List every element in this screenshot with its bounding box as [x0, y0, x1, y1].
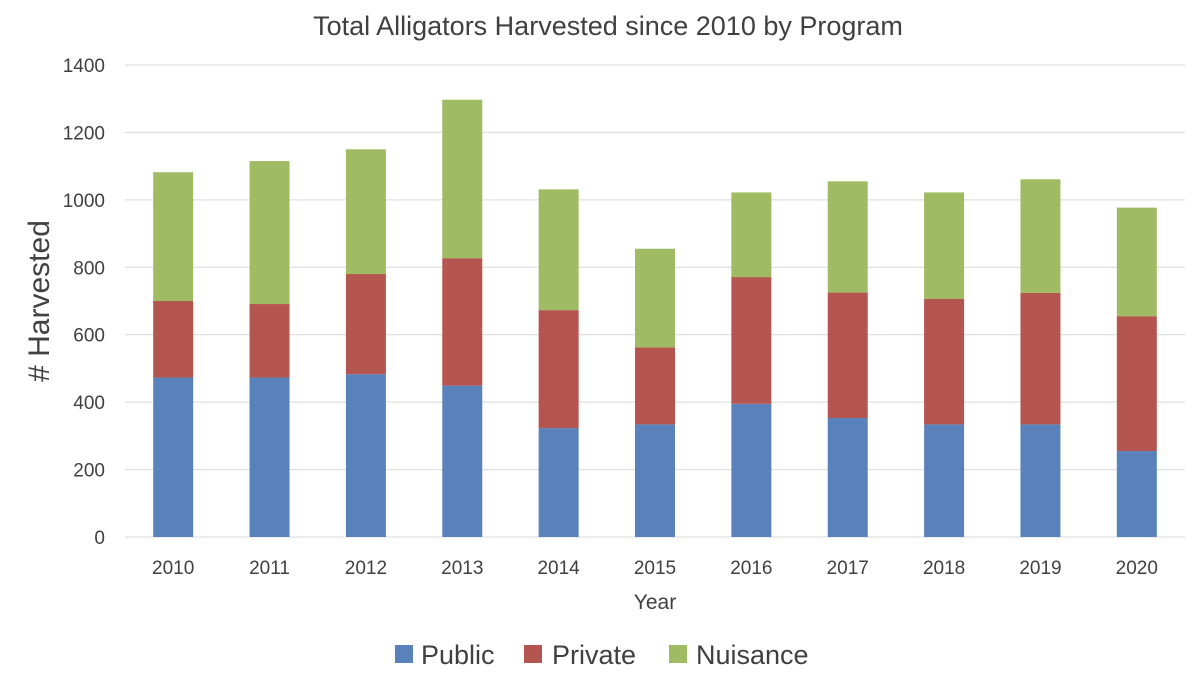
legend-item-private: Private [524, 640, 636, 670]
bar-nuisance-2012 [345, 149, 386, 275]
x-tick-label: 2015 [634, 558, 676, 579]
x-tick-label: 2020 [1116, 558, 1158, 579]
bar-private-2013 [442, 258, 483, 386]
x-tick-label: 2014 [537, 558, 580, 579]
bar-public-2010 [153, 377, 194, 537]
y-axis-label: # Harvested [23, 220, 56, 382]
bar-private-2011 [249, 304, 290, 378]
bar-public-2016 [731, 403, 772, 537]
bar-nuisance-2018 [924, 192, 965, 299]
bar-public-2012 [345, 374, 386, 537]
bar-public-2020 [1116, 451, 1157, 537]
bar-public-2018 [924, 424, 965, 537]
y-tick-label: 400 [73, 393, 105, 414]
chart-title: Total Alligators Harvested since 2010 by… [313, 11, 903, 41]
x-axis-label: Year [634, 591, 676, 614]
x-tick-label: 2011 [249, 558, 290, 579]
bar-public-2019 [1020, 424, 1061, 537]
bar-private-2017 [827, 292, 868, 418]
bar-public-2017 [827, 417, 868, 537]
bar-nuisance-2010 [153, 172, 194, 301]
bar-private-2020 [1116, 316, 1157, 452]
bar-private-2019 [1020, 292, 1061, 425]
bar-nuisance-2015 [635, 248, 675, 348]
x-tick-label: 2019 [1019, 558, 1061, 579]
legend-swatch [524, 645, 542, 663]
bar-nuisance-2017 [827, 181, 868, 293]
y-tick-label: 0 [94, 528, 105, 549]
x-tick-label: 2018 [923, 558, 965, 579]
bar-private-2016 [731, 277, 772, 404]
legend-item-public: Public [395, 640, 495, 670]
legend-swatch [669, 645, 687, 663]
y-axis-ticks: 0 200 400 600 800 1000 1200 1400 [63, 56, 105, 549]
legend-label: Private [552, 640, 636, 670]
x-tick-label: 2016 [730, 558, 772, 579]
y-tick-label: 1400 [63, 56, 105, 77]
y-tick-label: 800 [73, 258, 105, 279]
bar-nuisance-2016 [731, 192, 772, 278]
x-axis-ticks: 2010 2011 2012 2013 2014 2015 2016 2017 2018 2019… [152, 558, 1158, 579]
bar-nuisance-2011 [249, 161, 290, 305]
bar-public-2011 [249, 377, 290, 537]
x-tick-label: 2017 [827, 558, 869, 579]
legend: Public Private Nuisance [395, 640, 809, 670]
bar-private-2010 [153, 301, 194, 378]
legend-label: Nuisance [696, 640, 809, 670]
x-tick-label: 2010 [152, 558, 194, 579]
bar-public-2014 [538, 428, 579, 537]
legend-label: Public [421, 640, 495, 670]
bar-nuisance-2013 [442, 99, 483, 259]
bar-public-2013 [442, 385, 483, 537]
y-tick-label: 1200 [63, 123, 105, 144]
bar-public-2015 [635, 424, 675, 537]
y-tick-label: 200 [73, 461, 105, 482]
bar-private-2018 [924, 298, 965, 425]
x-tick-label: 2012 [345, 558, 387, 579]
bars [153, 99, 1157, 537]
legend-swatch [395, 645, 413, 663]
y-tick-label: 1000 [63, 191, 105, 212]
bar-private-2012 [345, 274, 386, 375]
bar-private-2015 [635, 347, 675, 425]
bar-private-2014 [538, 310, 579, 429]
bar-nuisance-2019 [1020, 179, 1061, 293]
bar-nuisance-2020 [1116, 207, 1157, 317]
y-tick-label: 600 [73, 326, 105, 347]
legend-item-nuisance: Nuisance [669, 640, 809, 670]
bar-nuisance-2014 [538, 189, 579, 311]
x-tick-label: 2013 [441, 558, 483, 579]
